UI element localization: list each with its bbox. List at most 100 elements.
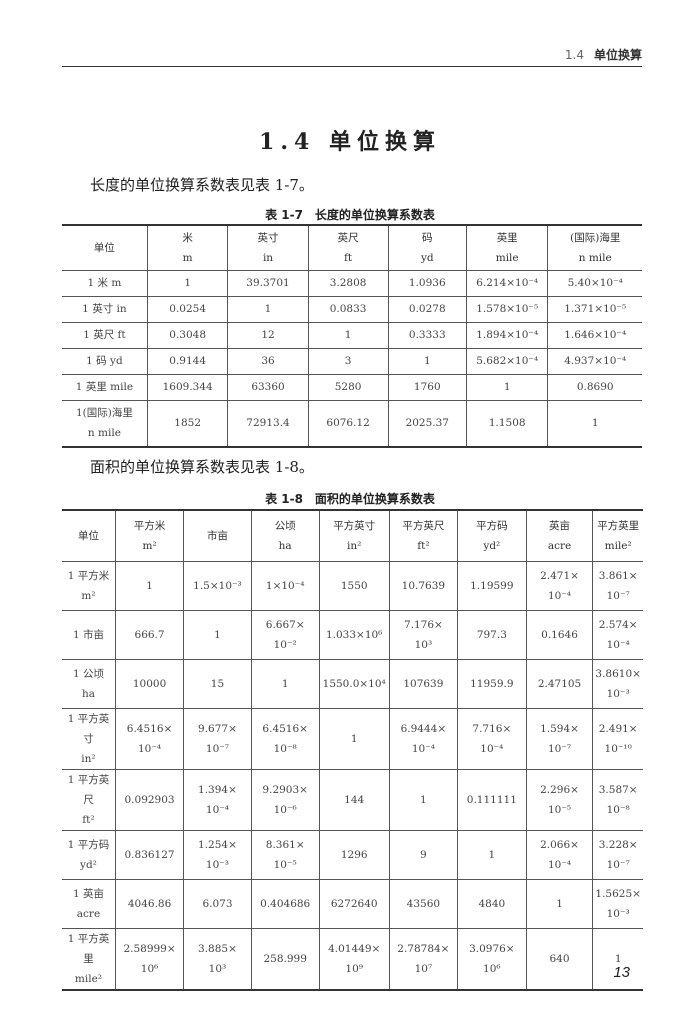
table-cell: 2.491× 10⁻¹⁰ xyxy=(592,707,643,770)
table-row: 1 平方米 m² 1 1.5×10⁻³ 1×10⁻⁴ 1550 10.7639 1.1959… xyxy=(62,560,643,611)
table-cell: 3 xyxy=(307,347,389,375)
table-cell: 0.111111 xyxy=(457,768,527,831)
table-row: 1 市亩 666.7 1 6.667× 10⁻² 1.033×10⁶ 7.176× 10³… xyxy=(62,609,643,660)
table-cell: 1 xyxy=(592,927,643,990)
table-cell: 36 xyxy=(227,347,309,375)
table-cell: 2025.37 xyxy=(387,399,467,448)
table-cell: 3.885× 10³ xyxy=(183,927,252,990)
column-header: 英里 mile xyxy=(465,224,549,271)
running-header: 1.4 单位换算 xyxy=(62,46,642,67)
header-row: 单位 平方米 m² 市亩 公顷 ha 平方英寸 in² 平方英尺 ft² 平方码 yd² 英亩… xyxy=(62,509,643,562)
table-cell: 1 xyxy=(525,878,594,929)
table-row: 1 米 m 1 39.3701 3.2808 1.0936 6.214×10⁻⁴ 5.40×… xyxy=(62,269,642,297)
table-cell: 1(国际)海里 n mile xyxy=(62,399,148,448)
table-row: 1 码 yd 0.9144 36 3 1 5.682×10⁻⁴ 4.937×10⁻⁴ xyxy=(62,347,642,375)
table-cell: 0.0254 xyxy=(146,295,229,323)
table-cell: 4840 xyxy=(457,878,527,929)
table-cell: 1 xyxy=(307,321,389,349)
column-header: 平方英尺 ft² xyxy=(388,509,459,562)
table-cell: 7.176× 10³ xyxy=(388,609,459,660)
table-cell: 2.574× 10⁻⁴ xyxy=(592,609,643,660)
table-cell: 2.471× 10⁻⁴ xyxy=(525,560,594,611)
table-cell: 1 市亩 xyxy=(62,609,116,660)
table-cell: 1 xyxy=(387,347,467,375)
table-row: 1 平方英里 mile² 2.58999× 10⁶ 3.885× 10³ 258.99… xyxy=(62,927,643,990)
table-cell: 0.3048 xyxy=(146,321,229,349)
column-header: 公顷 ha xyxy=(250,509,320,562)
column-header: 单位 xyxy=(62,224,148,271)
table-cell: 0.8690 xyxy=(547,373,642,401)
table-cell: 1 平方码 yd² xyxy=(62,829,116,880)
table-cell: 1×10⁻⁴ xyxy=(250,560,320,611)
table-cell: 6.4516× 10⁻⁸ xyxy=(250,707,320,770)
table-row: 1 英亩 acre 4046.86 6.073 0.404686 6272640 4356… xyxy=(62,878,643,929)
column-header: 码 yd xyxy=(387,224,467,271)
table-cell: 1 xyxy=(146,269,229,297)
table-cell: 1 xyxy=(318,707,390,770)
paragraph-length: 长度的单位换算系数表见表 1-7。 xyxy=(90,176,314,194)
table-row: 1 平方英尺 ft² 0.092903 1.394× 10⁻⁴ 9.2903× 10⁻… xyxy=(62,768,643,831)
table-cell: 6.9444× 10⁻⁴ xyxy=(388,707,459,770)
table-cell: 144 xyxy=(318,768,390,831)
table-cell: 1.594× 10⁻⁷ xyxy=(525,707,594,770)
column-header: 单位 xyxy=(62,509,116,562)
table-1-8-caption: 表 1-8 面积的单位换算系数表 xyxy=(265,492,435,506)
table-cell: 3.587× 10⁻⁸ xyxy=(592,768,643,831)
table-cell: 1 xyxy=(183,609,252,660)
table-cell: 72913.4 xyxy=(227,399,309,448)
column-header: 平方英里 mile² xyxy=(592,509,643,562)
table-cell: 1 英寸 in xyxy=(62,295,148,323)
header-row: 单位米 m 英寸 in 英尺 ft 码 yd 英里 mile (国际)海里 n mile xyxy=(62,224,642,271)
length-conversion-table: 单位米 m 英寸 in 英尺 ft 码 yd 英里 mile (国际)海里 n mile 1… xyxy=(62,224,642,448)
table-row: 1 平方码 yd² 0.836127 1.254× 10⁻³ 8.361× 10⁻⁵ 1… xyxy=(62,829,643,880)
column-header: 英尺 ft xyxy=(307,224,389,271)
table-cell: 0.0833 xyxy=(307,295,389,323)
table-cell: 9.677× 10⁻⁷ xyxy=(183,707,252,770)
table-cell: 5.682×10⁻⁴ xyxy=(465,347,549,375)
table-cell: 2.78784× 10⁷ xyxy=(388,927,459,990)
table-cell: 2.58999× 10⁶ xyxy=(114,927,185,990)
table-cell: 8.361× 10⁻⁵ xyxy=(250,829,320,880)
table-cell: 0.9144 xyxy=(146,347,229,375)
table-cell: 6.073 xyxy=(183,878,252,929)
table-cell: 1550 xyxy=(318,560,390,611)
table-cell: 1.5625× 10⁻³ xyxy=(592,878,643,929)
column-header: 英亩 acre xyxy=(525,509,594,562)
column-header: 平方码 yd² xyxy=(457,509,527,562)
table-cell: 1.1508 xyxy=(465,399,549,448)
header-section-number: 1.4 xyxy=(564,48,584,62)
table-cell: 5.40×10⁻⁴ xyxy=(547,269,642,297)
table-row: 1 英里 mile 1609.344 63360 5280 1760 1 0.8690 xyxy=(62,373,642,401)
table-cell: 10.7639 xyxy=(388,560,459,611)
column-header: 英寸 in xyxy=(227,224,309,271)
table-cell: 2.066× 10⁻⁴ xyxy=(525,829,594,880)
table-1-7-caption: 表 1-7 长度的单位换算系数表 xyxy=(265,208,435,222)
table-cell: 1.394× 10⁻⁴ xyxy=(183,768,252,831)
table-row: 1(国际)海里 n mile 1852 72913.4 6076.12 2025.37 1… xyxy=(62,399,642,448)
table-cell: 1 平方米 m² xyxy=(62,560,116,611)
table-cell: 1 英尺 ft xyxy=(62,321,148,349)
table-cell: 1 平方英里 mile² xyxy=(62,927,116,990)
table-cell: 1760 xyxy=(387,373,467,401)
column-header: 米 m xyxy=(146,224,229,271)
table-cell: 1 平方英尺 ft² xyxy=(62,768,116,831)
table-cell: 1 xyxy=(547,399,642,448)
header-section-title: 单位换算 xyxy=(593,48,642,62)
table-cell: 1 码 yd xyxy=(62,347,148,375)
table-cell: 3.0976× 10⁶ xyxy=(457,927,527,990)
table-cell: 1.033×10⁶ xyxy=(318,609,390,660)
table-cell: 1609.344 xyxy=(146,373,229,401)
table-cell: 0.836127 xyxy=(114,829,185,880)
table-row: 1 平方英寸 in² 6.4516× 10⁻⁴ 9.677× 10⁻⁷ 6.4516×… xyxy=(62,707,643,770)
table-cell: 2.47105 xyxy=(525,658,594,709)
table-cell: 1 英亩 acre xyxy=(62,878,116,929)
table-cell: 797.3 xyxy=(457,609,527,660)
table-cell: 6076.12 xyxy=(307,399,389,448)
table-cell: 1 xyxy=(114,560,185,611)
table-cell: 1 米 m xyxy=(62,269,148,297)
table-cell: 11959.9 xyxy=(457,658,527,709)
table-cell: 39.3701 xyxy=(227,269,309,297)
table-cell: 1.254× 10⁻³ xyxy=(183,829,252,880)
table-cell: 1 xyxy=(227,295,309,323)
page-number: 13 xyxy=(613,964,630,981)
